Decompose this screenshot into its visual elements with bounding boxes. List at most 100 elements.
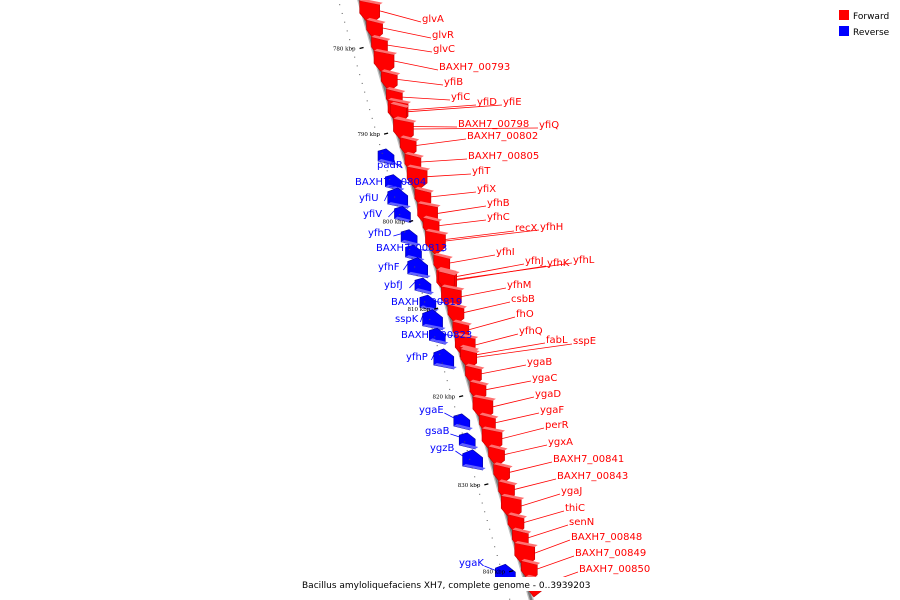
gene-label-thiC[interactable]: thiC xyxy=(565,503,585,514)
gene-arrow-top xyxy=(386,87,406,94)
gene-label-BAXH7_00798[interactable]: BAXH7_00798 xyxy=(458,119,529,130)
gene-label-yfiV[interactable]: yfiV xyxy=(363,209,382,220)
gene-label-senN[interactable]: senN xyxy=(569,517,594,528)
gene-label-perR[interactable]: perR xyxy=(545,420,569,431)
gene-label-yfhI[interactable]: yfhI xyxy=(496,247,515,258)
gene-label-BAXH7_00804[interactable]: BAXH7_00804 xyxy=(355,177,426,188)
gene-label-yfhK[interactable]: yfhK xyxy=(547,258,570,269)
gene-feature-yfhD[interactable] xyxy=(400,229,421,247)
gene-label-ygaB[interactable]: ygaB xyxy=(527,357,552,368)
gene-feature-ygaE[interactable] xyxy=(453,413,473,431)
gene-label-BAXH7_00848[interactable]: BAXH7_00848 xyxy=(571,532,642,543)
gene-label-yfhM[interactable]: yfhM xyxy=(507,280,531,291)
gene-label-yfhD[interactable]: yfhD xyxy=(368,228,392,239)
gene-arrow-top xyxy=(388,97,412,104)
gene-label-ygaK[interactable]: ygaK xyxy=(459,558,484,569)
gene-label-glvA[interactable]: glvA xyxy=(422,14,444,25)
leader-line xyxy=(528,524,569,539)
gene-label-yfiC[interactable]: yfiC xyxy=(451,92,470,103)
gene-label-BAXH7_00793[interactable]: BAXH7_00793 xyxy=(439,62,510,73)
axis-dot xyxy=(501,572,503,574)
kbp-label: 780 kbp xyxy=(333,46,356,52)
axis-dot xyxy=(451,397,453,399)
gene-feature-sspK[interactable] xyxy=(422,309,446,331)
gene-label-ygaE[interactable]: ygaE xyxy=(419,405,444,416)
gene-label-ygaD[interactable]: ygaD xyxy=(535,389,561,400)
axis-dot xyxy=(426,310,428,312)
gene-arrow-top xyxy=(407,271,431,278)
gene-label-yfiQ[interactable]: yfiQ xyxy=(539,120,559,131)
gene-feature-ygzB[interactable] xyxy=(462,449,486,471)
gene-label-ybfJ[interactable]: ybfJ xyxy=(384,280,403,291)
legend: Forward Reverse xyxy=(839,10,890,38)
kbp-label: 830 kbp xyxy=(458,483,481,489)
gene-label-ygaF[interactable]: ygaF xyxy=(540,405,564,416)
gene-feature-BAXH7_00823[interactable] xyxy=(428,327,449,345)
leader-line xyxy=(495,412,540,424)
gene-label-ygxA[interactable]: ygxA xyxy=(548,437,573,448)
gene-label-glvC[interactable]: glvC xyxy=(433,44,455,55)
gene-label-csbB[interactable]: csbB xyxy=(511,294,535,305)
gene-feature-BAXH7_00802[interactable] xyxy=(399,135,420,159)
gene-label-fhO[interactable]: fhO xyxy=(516,309,534,320)
gene-arrow-top xyxy=(512,527,532,534)
gene-label-yfiD[interactable]: yfiD xyxy=(477,97,497,108)
gene-label-yfiE[interactable]: yfiE xyxy=(503,97,522,108)
leader-line xyxy=(521,493,561,507)
gene-labels: glvA glvR glvC BAXH7_00793 yfiB yfiC yfiD yfiE B… xyxy=(355,14,650,575)
gene-label-BAXH7_00802[interactable]: BAXH7_00802 xyxy=(467,131,538,142)
gene-feature-yfhH[interactable] xyxy=(425,228,449,256)
gene-label-yfiU[interactable]: yfiU xyxy=(359,193,379,204)
gene-feature-yfiB[interactable] xyxy=(380,69,401,92)
gene-arrow-top xyxy=(433,252,453,259)
gene-label-padR[interactable]: padR xyxy=(377,160,403,171)
axis-dot xyxy=(409,248,411,250)
gene-label-yfhF[interactable]: yfhF xyxy=(378,262,400,273)
gene-label-sspE[interactable]: sspE xyxy=(573,336,596,347)
axis-dot xyxy=(421,292,423,294)
axis-dot xyxy=(491,537,493,539)
gene-label-yfiX[interactable]: yfiX xyxy=(477,184,496,195)
kbp-ticks: 780 kbp 790 kbp 800 kbp 810 kbp 820 kbp 830 k… xyxy=(333,4,514,600)
gene-feature-yfiT[interactable] xyxy=(406,164,431,192)
gene-label-BAXH7_00819[interactable]: BAXH7_00819 xyxy=(391,297,462,308)
gene-label-BAXH7_00841[interactable]: BAXH7_00841 xyxy=(553,454,624,465)
axis-dot xyxy=(406,240,408,242)
gene-label-BAXH7_00849[interactable]: BAXH7_00849 xyxy=(575,548,646,559)
gene-label-gsaB[interactable]: gsaB xyxy=(425,426,450,437)
gene-feature-glvA[interactable] xyxy=(359,0,383,26)
gene-label-yfiT[interactable]: yfiT xyxy=(472,166,491,177)
gene-feature-yfiV[interactable] xyxy=(394,206,414,223)
gene-label-yfhP[interactable]: yfhP xyxy=(406,352,428,363)
axis-dot xyxy=(374,126,376,128)
gene-label-sspK[interactable]: sspK xyxy=(395,314,419,325)
gene-label-yfiB[interactable]: yfiB xyxy=(444,77,463,88)
leader-line xyxy=(454,262,573,280)
gene-feature-yfhF[interactable] xyxy=(407,257,431,279)
gene-label-yfhB[interactable]: yfhB xyxy=(487,198,510,209)
gene-arrow-top xyxy=(438,269,458,276)
gene-label-BAXH7_00805[interactable]: BAXH7_00805 xyxy=(468,151,539,162)
gene-label-ygaC[interactable]: ygaC xyxy=(532,373,557,384)
gene-label-BAXH7_00843[interactable]: BAXH7_00843 xyxy=(557,471,628,482)
gene-label-yfhH[interactable]: yfhH xyxy=(540,222,563,233)
gene-label-fabL[interactable]: fabL xyxy=(546,335,568,346)
leader-line xyxy=(468,316,516,331)
gene-label-yfhC[interactable]: yfhC xyxy=(487,212,510,223)
gene-feature-yfiU[interactable] xyxy=(387,187,411,209)
gene-feature-yfhP[interactable] xyxy=(433,348,457,370)
gene-feature-gsaB[interactable] xyxy=(458,432,479,450)
gene-label-BAXH7_00850[interactable]: BAXH7_00850 xyxy=(579,564,650,575)
gene-label-recX[interactable]: recX xyxy=(515,223,538,234)
gene-label-yfhJ[interactable]: yfhJ xyxy=(525,256,544,267)
gene-label-yfhQ[interactable]: yfhQ xyxy=(519,326,543,337)
gene-label-yfhL[interactable]: yfhL xyxy=(573,255,595,266)
legend-reverse-label: Reverse xyxy=(853,28,890,38)
gene-label-ygzB[interactable]: ygzB xyxy=(430,443,455,454)
gene-label-BAXH7_00813[interactable]: BAXH7_00813 xyxy=(376,243,447,254)
gene-label-BAXH7_00823[interactable]: BAXH7_00823 xyxy=(401,330,472,341)
leader-line xyxy=(387,44,433,53)
gene-label-ygaJ[interactable]: ygaJ xyxy=(561,486,582,497)
gene-feature-ybfJ[interactable] xyxy=(414,277,434,295)
gene-label-glvR[interactable]: glvR xyxy=(432,30,454,41)
